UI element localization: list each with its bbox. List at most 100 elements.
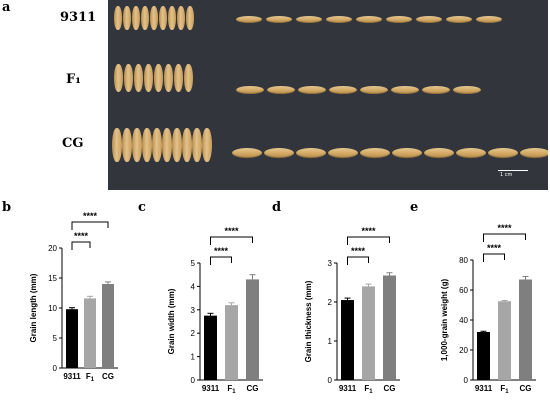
- significance-bracket: [347, 256, 369, 265]
- chart-grain-thickness: 0 1 2 3 Grain thickness (mm) 9311 F1 CG **** ****: [304, 226, 400, 395]
- y-tick-label: 80: [459, 256, 468, 265]
- y-tick-label: 1: [191, 353, 196, 362]
- y-tick-label: 0: [328, 376, 333, 385]
- row-label-f1: F₁: [66, 72, 81, 87]
- horizontal-grain: [329, 86, 357, 94]
- horizontal-grain: [236, 16, 262, 23]
- y-tick-label: 4: [191, 282, 196, 291]
- significance-bracket: [71, 221, 109, 230]
- significance-bracket: [210, 256, 232, 265]
- row-label-9311: 9311: [60, 10, 97, 25]
- horizontal-grain: [391, 86, 419, 94]
- vertical-grain: [174, 64, 183, 92]
- vertical-grain: [184, 64, 193, 92]
- bar-9311: [477, 332, 490, 380]
- y-axis-label: Grain width (mm): [167, 288, 176, 354]
- y-tick-label: 0: [464, 376, 469, 385]
- significance-bracket: [210, 236, 253, 245]
- vertical-grain: [168, 6, 176, 30]
- vertical-grain: [150, 6, 158, 30]
- vertical-grain: [154, 64, 163, 92]
- y-tick-label: 3: [328, 259, 333, 268]
- horizontal-grain: [456, 148, 486, 158]
- horizontal-grain: [446, 16, 472, 23]
- bar-f1: [225, 305, 238, 380]
- bar-f1: [498, 301, 511, 380]
- x-tick-label: 9311: [475, 384, 493, 393]
- vertical-grain: [112, 128, 122, 162]
- bar-cg: [246, 279, 259, 380]
- scale-bar: [498, 170, 528, 171]
- horizontal-grain: [392, 148, 422, 158]
- y-tick-label: 5: [191, 259, 196, 268]
- vertical-grain: [134, 64, 143, 92]
- horizontal-grain: [520, 148, 548, 158]
- vertical-grain: [114, 6, 122, 30]
- vertical-grain: [114, 64, 123, 92]
- y-tick-label: 2: [328, 298, 333, 307]
- horizontal-grain: [232, 148, 262, 158]
- panel-letter-b: b: [2, 200, 12, 215]
- vertical-grain: [202, 128, 212, 162]
- significance-bracket: [483, 253, 505, 262]
- y-tick-label: 1: [328, 337, 333, 346]
- bar-9311: [204, 315, 217, 380]
- horizontal-grain: [360, 86, 388, 94]
- panel-letter-a: a: [2, 0, 11, 15]
- vertical-grain: [123, 6, 131, 30]
- y-tick-label: 60: [459, 286, 468, 295]
- horizontal-grain: [236, 86, 264, 94]
- x-tick-label: CG: [247, 384, 259, 393]
- x-tick-label: CG: [384, 384, 396, 393]
- vertical-grain: [142, 128, 152, 162]
- x-tick-label: F1: [500, 384, 509, 395]
- panel-letter-d: d: [272, 200, 282, 215]
- horizontal-grain: [488, 148, 518, 158]
- x-tick-label: 9311: [202, 384, 220, 393]
- vertical-grain: [164, 64, 173, 92]
- x-tick-label: F1: [227, 384, 236, 395]
- bar-cg: [383, 275, 396, 380]
- y-tick-label: 3: [191, 306, 196, 315]
- x-tick-label: 9311: [63, 372, 81, 381]
- x-tick-label: F1: [364, 384, 373, 395]
- horizontal-grain: [476, 16, 502, 23]
- significance-label: ****: [487, 243, 502, 253]
- significance-bracket: [483, 233, 526, 242]
- y-axis-label: 1,000-grain weight (g): [440, 279, 449, 362]
- significance-bracket: [71, 241, 91, 250]
- vertical-grain: [186, 6, 194, 30]
- horizontal-grain: [266, 16, 292, 23]
- vertical-grain: [124, 64, 133, 92]
- horizontal-grain: [416, 16, 442, 23]
- x-tick-label: 9311: [339, 384, 357, 393]
- horizontal-grain: [328, 148, 358, 158]
- horizontal-grain: [453, 86, 481, 94]
- vertical-grain: [162, 128, 172, 162]
- y-axis-label: Grain thickness (mm): [304, 280, 313, 362]
- panel-letter-c: c: [138, 200, 146, 215]
- x-tick-label: F1: [86, 372, 95, 383]
- row-label-cg: CG: [62, 136, 84, 151]
- y-tick-label: 2: [191, 329, 196, 338]
- panel-letter-e: e: [410, 200, 419, 215]
- bar-cg: [519, 279, 532, 380]
- significance-label: ****: [497, 223, 512, 233]
- significance-label: ****: [224, 226, 239, 236]
- y-tick-label: 15: [48, 274, 57, 283]
- horizontal-grain: [296, 148, 326, 158]
- vertical-grain: [152, 128, 162, 162]
- y-tick-label: 10: [48, 304, 57, 313]
- y-tick-label: 5: [53, 334, 58, 343]
- vertical-grain: [182, 128, 192, 162]
- horizontal-grain: [360, 148, 390, 158]
- y-tick-label: 0: [53, 364, 58, 373]
- y-tick-label: 40: [459, 316, 468, 325]
- y-tick-label: 20: [48, 244, 57, 253]
- y-tick-label: 20: [459, 346, 468, 355]
- bar-f1: [84, 298, 96, 368]
- x-tick-label: CG: [520, 384, 532, 393]
- horizontal-grain: [267, 86, 295, 94]
- vertical-grain: [132, 128, 142, 162]
- horizontal-grain: [422, 86, 450, 94]
